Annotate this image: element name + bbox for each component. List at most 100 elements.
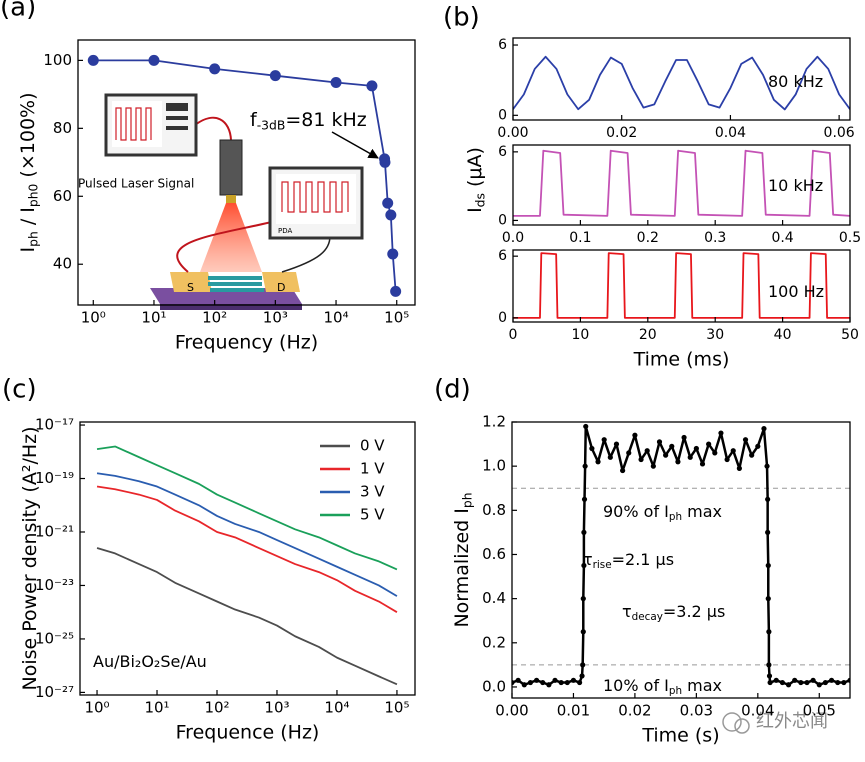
marker [712, 450, 718, 456]
x-tick-label: 0.04 [741, 702, 774, 720]
y-axis-label: Normalized Iph [451, 492, 475, 627]
series-line [93, 59, 397, 292]
series-line [96, 445, 398, 571]
marker [730, 448, 736, 454]
annotation-part: max [682, 676, 722, 695]
marker [552, 677, 558, 683]
series-line [96, 472, 398, 597]
x-axis-label: Frequence (Hz) [176, 722, 320, 744]
y-axis-label-part: I [464, 207, 486, 213]
marker [540, 679, 546, 686]
marker [330, 76, 342, 88]
marker [828, 677, 835, 683]
series-line [513, 55, 850, 111]
annotation-part: τ [583, 550, 593, 569]
marker [724, 456, 730, 463]
marker [798, 679, 804, 686]
annotation-part: -3dB [257, 118, 286, 132]
marker [87, 54, 99, 66]
annotation: 10% of Iph max [603, 676, 722, 697]
y-tick-label: 10⁻¹⁷ [35, 416, 74, 434]
x-tick-label: 10⁰ [84, 699, 109, 717]
inset-label: PDA [278, 227, 292, 235]
y-tick-label: 0 [498, 212, 507, 228]
marker [650, 463, 656, 469]
x-tick-label: 0.00 [495, 702, 528, 720]
y-axis-label-part: (×100%) [17, 93, 39, 184]
marker [589, 445, 595, 452]
marker [736, 465, 742, 471]
plot-area [513, 149, 850, 217]
y-tick-label: 0.4 [482, 589, 506, 607]
x-tick-label: 0.06 [824, 125, 855, 141]
plot-area [87, 54, 402, 297]
marker [810, 677, 816, 683]
marker [580, 629, 586, 635]
panel-label: (b) [443, 3, 480, 33]
annotation-part: τ [622, 602, 632, 621]
plot-frame [77, 39, 416, 306]
annotation: 90% of Iph max [603, 502, 722, 523]
x-tick-label: 0.00 [497, 125, 528, 141]
y-tick-label: 10⁻²¹ [35, 522, 74, 540]
x-tick-label: 50 [841, 327, 859, 343]
marker [816, 682, 822, 688]
marker [581, 496, 588, 502]
y-axis-label-part: Noise Power density (A²/Hz) [19, 426, 41, 690]
x-tick-label: 10⁵ [384, 309, 409, 327]
plot-frame [512, 37, 851, 121]
y-tick-label: 40 [53, 255, 72, 273]
marker [558, 679, 564, 686]
annotation-arrow [331, 131, 379, 159]
legend-label: 5 V [360, 506, 385, 524]
y-tick-label: 6 [498, 248, 507, 264]
annotation: τrise=2.1 μs [583, 550, 674, 571]
x-tick-label: 10 [571, 327, 589, 343]
x-tick-label: 0.01 [557, 702, 590, 720]
marker [385, 209, 397, 221]
marker [761, 426, 767, 432]
marker [656, 439, 663, 445]
plot-frame [512, 144, 851, 226]
marker [632, 432, 638, 438]
panel-label: (a) [0, 0, 36, 23]
annotation: Au/Bi₂O₂Se/Au [93, 652, 207, 671]
marker [766, 673, 773, 679]
y-tick-label: 0.8 [482, 501, 506, 519]
marker [626, 450, 632, 456]
annotation: f-3dB=81 kHz [250, 109, 367, 133]
x-tick-label: 0.04 [715, 125, 746, 141]
y-tick-label: 6 [498, 37, 507, 53]
plot-frame [511, 421, 851, 699]
marker [546, 682, 552, 688]
marker [583, 423, 589, 430]
x-axis-label: Time (s) [641, 725, 719, 747]
marker [766, 662, 772, 668]
x-tick-label: 0.02 [618, 702, 651, 720]
plot-area [513, 252, 850, 319]
marker [675, 459, 681, 465]
series-line [96, 485, 398, 613]
y-axis-label: Noise Power density (A²/Hz) [19, 426, 41, 690]
marker [577, 679, 583, 686]
annotation-part: 90% of I [603, 502, 669, 521]
x-tick-label: 40 [774, 327, 792, 343]
marker [570, 677, 577, 683]
marker [620, 467, 626, 474]
marker [749, 452, 755, 458]
annotation-part: rise [593, 559, 612, 571]
marker [669, 443, 675, 449]
x-tick-label: 0.5 [839, 230, 861, 246]
marker [718, 430, 724, 436]
legend-label: 0 V [360, 437, 385, 455]
marker [366, 80, 378, 92]
annotation: 10 kHz [768, 176, 823, 195]
marker [582, 463, 588, 469]
x-tick-label: 10³ [264, 699, 289, 717]
marker [766, 629, 772, 635]
watermark-icon [722, 712, 750, 734]
marker [390, 285, 402, 297]
y-axis-label-part: Normalized I [451, 508, 473, 627]
x-tick-label: 10¹ [144, 699, 169, 717]
